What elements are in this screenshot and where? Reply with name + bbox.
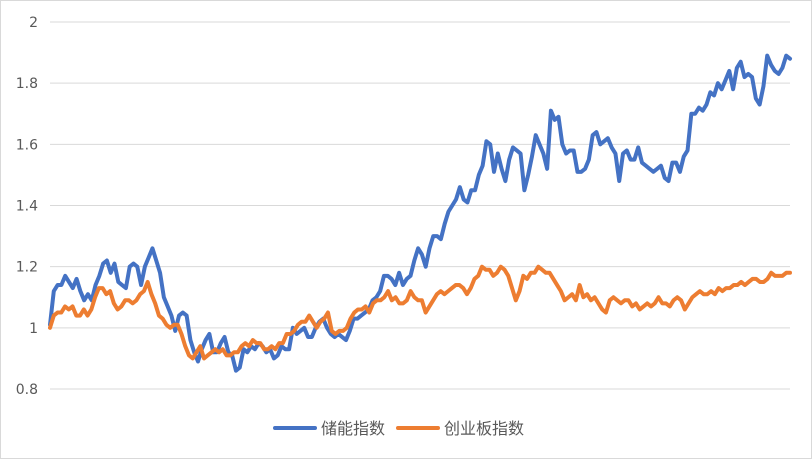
legend-label-1: 创业板指数	[444, 419, 524, 438]
series-lines	[48, 53, 792, 373]
y-tick-label: 1.8	[16, 76, 38, 92]
y-tick-label: 1	[29, 321, 38, 337]
y-tick-label: 1.4	[16, 199, 38, 215]
legend: 储能指数 创业板指数	[273, 419, 524, 438]
series-line-1	[48, 264, 792, 361]
y-tick-label: 1.2	[16, 260, 38, 276]
y-tick-label: 0.8	[16, 382, 38, 398]
legend-label-0: 储能指数	[321, 419, 385, 438]
series-line-0	[48, 53, 792, 373]
gridlines	[50, 21, 790, 390]
y-axis-tick-labels: 0.8 1 1.2 1.4 1.6 1.8 2	[16, 15, 38, 398]
y-tick-label: 2	[29, 15, 38, 31]
y-tick-label: 1.6	[16, 137, 38, 153]
